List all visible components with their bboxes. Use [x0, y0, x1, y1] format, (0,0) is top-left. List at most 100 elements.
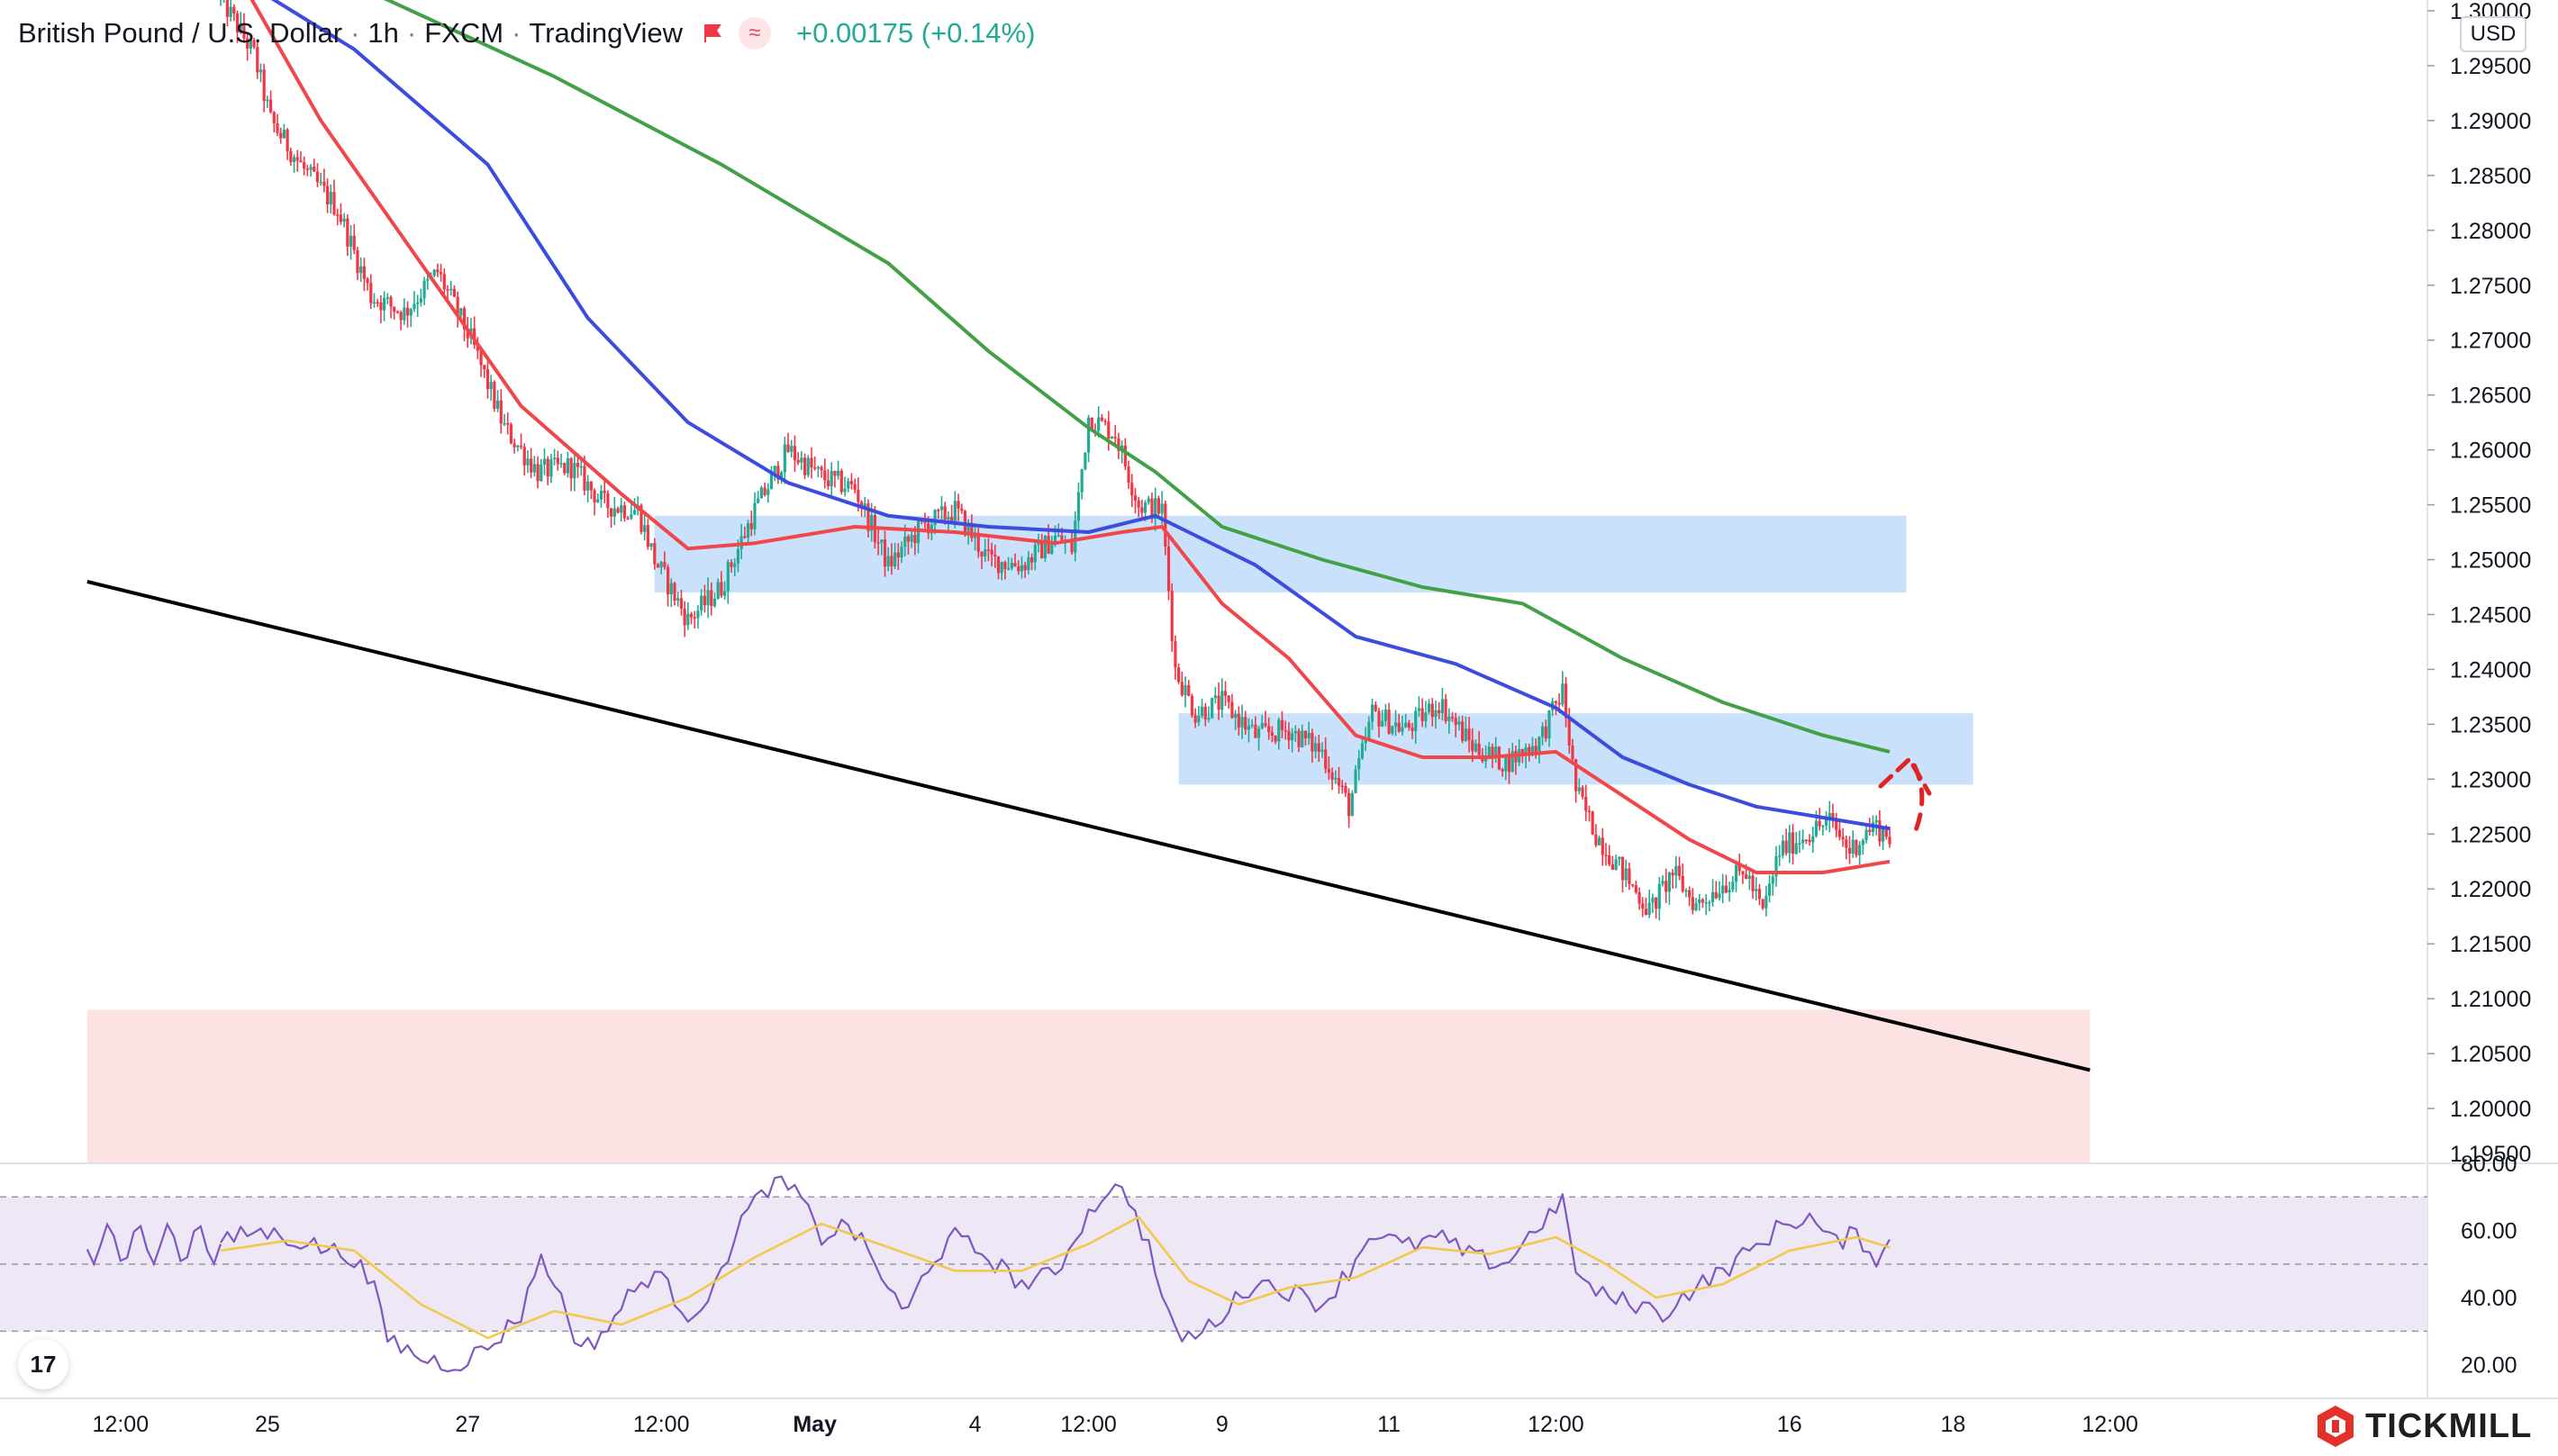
candle [849, 481, 854, 484]
candle [549, 459, 553, 477]
candle [366, 278, 369, 284]
candle [1291, 733, 1294, 741]
candle [452, 288, 457, 297]
candle [1023, 565, 1027, 571]
candle [1778, 855, 1782, 857]
candle [1240, 717, 1244, 728]
candle [626, 518, 630, 520]
candle [1166, 546, 1171, 592]
candle [1644, 909, 1648, 915]
candle [1130, 483, 1134, 496]
candle [1841, 837, 1845, 840]
candle [1311, 733, 1314, 752]
candle [446, 289, 449, 291]
candle [1354, 769, 1357, 793]
source-label: TradingView [529, 17, 683, 49]
candle [336, 214, 340, 216]
candle [479, 350, 483, 366]
candle [495, 400, 500, 409]
legend-separator: · [350, 17, 360, 49]
candle [416, 302, 420, 304]
candle [1057, 535, 1060, 537]
candle [1467, 728, 1471, 741]
candle [483, 365, 486, 370]
trendline[interactable] [86, 579, 2091, 1072]
candle [516, 445, 520, 448]
candle [1313, 743, 1318, 752]
candle [1510, 751, 1514, 773]
candle [1561, 683, 1565, 705]
candle [1383, 710, 1387, 721]
candle [1414, 710, 1418, 731]
candle [1117, 438, 1120, 451]
candle [1140, 507, 1144, 513]
candle [953, 501, 957, 521]
candle [1710, 891, 1715, 902]
legend-separator: · [512, 17, 522, 49]
candle [329, 192, 332, 204]
candle [1350, 792, 1354, 817]
candle [286, 129, 289, 151]
candle [1404, 722, 1408, 728]
candle [939, 506, 944, 511]
interval-label[interactable]: 1h [367, 17, 399, 49]
tradingview-logo-icon[interactable]: 17 [18, 1339, 68, 1389]
candle [1530, 746, 1535, 755]
candle [1845, 839, 1848, 848]
candle [1708, 901, 1711, 904]
candle [313, 167, 316, 172]
candle [576, 463, 580, 467]
candle [863, 503, 866, 508]
candle [1594, 834, 1598, 846]
candle [519, 445, 523, 448]
time-tick-label: 27 [455, 1412, 480, 1437]
candle [225, 0, 230, 17]
candle [806, 457, 810, 475]
candle [1471, 740, 1474, 752]
candle [686, 613, 690, 626]
candle [1567, 718, 1571, 746]
candle [957, 501, 960, 509]
candle [1247, 726, 1251, 730]
price-tick-label: 1.21500 [2450, 932, 2531, 957]
candle [583, 466, 586, 491]
candle [1260, 723, 1264, 728]
candle [242, 23, 246, 39]
candle [1154, 498, 1157, 520]
candle [1624, 868, 1628, 881]
candle [1698, 899, 1701, 904]
ema-fast-line [249, 0, 1891, 874]
candle [268, 99, 273, 113]
candle [1501, 769, 1504, 772]
candle [1584, 796, 1588, 811]
candle [1174, 641, 1177, 668]
candle [1741, 871, 1745, 875]
candle [305, 168, 309, 170]
candle [319, 181, 322, 184]
candle [649, 543, 653, 547]
currency-label[interactable]: USD [2460, 16, 2526, 52]
candle [1193, 715, 1197, 723]
market-status-icon[interactable]: ≈ [738, 17, 771, 50]
candle [422, 280, 426, 299]
candle [630, 514, 633, 519]
candle [1574, 759, 1578, 791]
candle [292, 157, 296, 163]
candle [803, 457, 807, 475]
symbol-name[interactable]: British Pound / U.S. Dollar [18, 17, 343, 49]
candle [325, 185, 330, 204]
candle [1090, 417, 1093, 431]
candle [339, 214, 343, 222]
candle [759, 487, 763, 499]
candle [1737, 864, 1741, 872]
candle [1571, 745, 1574, 760]
candle [726, 562, 730, 592]
candle [532, 464, 536, 473]
flag-icon[interactable] [703, 23, 722, 43]
candle [322, 181, 326, 186]
price-tick-label: 1.20000 [2450, 1097, 2531, 1122]
candle [1831, 812, 1835, 818]
candle [1230, 701, 1234, 719]
